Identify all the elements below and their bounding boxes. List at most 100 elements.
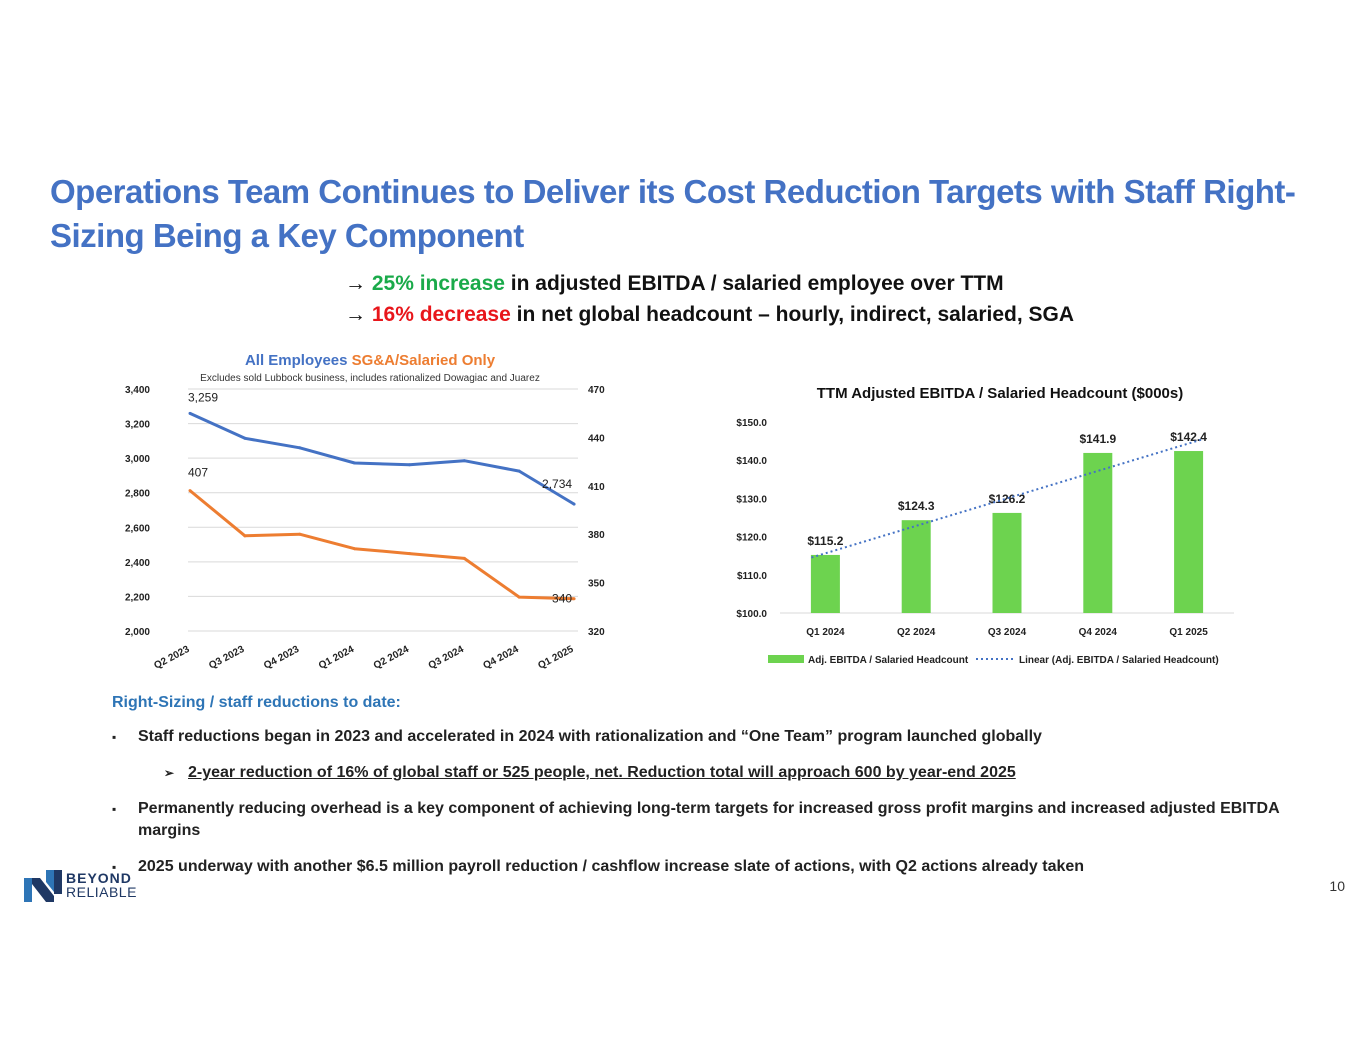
section-heading: Right-Sizing / staff reductions to date: — [112, 694, 401, 711]
highlight-text: in adjusted EBITDA / salaried employee o… — [504, 272, 1004, 295]
highlight-emphasis: 25% increase — [371, 272, 505, 295]
bullet-item: ▪ Staff reductions began in 2023 and acc… — [110, 726, 1340, 748]
bullet-text: Staff reductions began in 2023 and accel… — [138, 728, 1042, 745]
chart-subtitle: Excludes sold Lubbock business, includes… — [200, 373, 540, 384]
y-tick-label: $130.0 — [736, 494, 767, 505]
series-point — [243, 534, 247, 538]
trendline — [811, 438, 1203, 559]
x-tick-label: Q2 2023 — [152, 644, 191, 672]
data-label: $142.4 — [1170, 430, 1207, 444]
series-point — [243, 436, 247, 440]
bullet-text: 2025 underway with another $6.5 million … — [138, 858, 1085, 875]
x-tick-label: Q2 2024 — [897, 627, 936, 638]
highlight-emphasis: 16% decrease — [371, 303, 511, 326]
chart-title-part: SG&A/Salaried Only — [348, 352, 496, 369]
arrow-right-icon: → — [345, 272, 366, 295]
y-tick-label: $150.0 — [736, 418, 767, 429]
series-point — [353, 547, 357, 551]
beyond-reliable-logo-icon — [24, 870, 62, 902]
x-tick-label: Q3 2024 — [427, 644, 466, 672]
x-tick-label: Q3 2023 — [207, 644, 246, 672]
y-left-tick-label: 3,400 — [125, 385, 150, 396]
series-point — [188, 489, 192, 493]
legend-label: Linear (Adj. EBITDA / Salaried Headcount… — [1019, 655, 1219, 666]
y-left-tick-label: 2,600 — [125, 523, 150, 534]
data-label: $141.9 — [1079, 432, 1116, 446]
chart-title: TTM Adjusted EBITDA / Salaried Headcount… — [817, 385, 1183, 402]
x-tick-label: Q1 2025 — [1169, 627, 1208, 638]
series-point — [298, 446, 302, 450]
data-label: 2,734 — [542, 477, 572, 491]
series-line-sga-salaried — [189, 489, 575, 601]
y-right-tick-label: 470 — [588, 385, 605, 396]
highlight-increase: → 25% increase in adjusted EBITDA / sala… — [345, 268, 1245, 299]
x-tick-label: Q1 2024 — [317, 644, 356, 672]
bullet-text: Permanently reducing overhead is a key c… — [138, 800, 1280, 839]
y-left-tick-label: 3,000 — [125, 454, 150, 465]
bullet-text: 2-year reduction of 16% of global staff … — [188, 764, 1016, 781]
x-tick-label: Q3 2024 — [988, 627, 1027, 638]
bar — [901, 520, 931, 613]
square-bullet-icon: ▪ — [112, 730, 117, 744]
y-tick-label: $120.0 — [736, 533, 767, 544]
legend-swatch-bar — [768, 655, 804, 663]
series-point — [407, 552, 411, 556]
headcount-line-chart: All Employees SG&A/Salaried Only Excludes… — [100, 345, 620, 685]
y-right-tick-label: 440 — [588, 433, 605, 444]
bullet-item: ▪ 2025 underway with another $6.5 millio… — [110, 856, 1340, 878]
highlight-decrease: → 16% decrease in net global headcount –… — [345, 299, 1245, 330]
arrowhead-bullet-icon: ➢ — [164, 766, 175, 780]
page-number: 10 — [1329, 878, 1345, 894]
series-point — [517, 469, 521, 473]
ebitda-bar-chart: TTM Adjusted EBITDA / Salaried Headcount… — [700, 372, 1260, 672]
y-tick-label: $110.0 — [737, 571, 767, 582]
data-label: 3,259 — [188, 390, 218, 404]
series-point — [572, 502, 576, 506]
x-tick-label: Q1 2024 — [806, 627, 845, 638]
y-left-tick-label: 2,400 — [125, 558, 150, 569]
y-tick-label: $140.0 — [736, 456, 767, 467]
x-tick-label: Q4 2024 — [1079, 627, 1118, 638]
series-point — [188, 411, 192, 415]
x-tick-label: Q1 2025 — [536, 644, 575, 672]
data-label: $124.3 — [898, 499, 935, 513]
chart-title: All Employees SG&A/Salaried Only — [245, 352, 496, 369]
series-point — [572, 597, 576, 601]
y-right-tick-label: 380 — [588, 530, 605, 541]
series-point — [298, 532, 302, 536]
y-left-tick-label: 2,800 — [125, 489, 150, 500]
y-left-tick-label: 3,200 — [125, 420, 150, 431]
highlight-text: in net global headcount – hourly, indire… — [510, 303, 1075, 326]
data-label: 407 — [188, 466, 208, 480]
ebitda-bar-chart-svg: TTM Adjusted EBITDA / Salaried Headcount… — [736, 385, 1234, 666]
y-tick-label: $100.0 — [736, 609, 767, 620]
x-tick-label: Q2 2024 — [372, 644, 411, 672]
data-label: 340 — [552, 592, 572, 606]
logo-word-beyond: BEYOND — [66, 870, 132, 886]
arrow-right-icon: → — [345, 303, 366, 326]
square-bullet-icon: ▪ — [112, 802, 117, 816]
x-tick-label: Q4 2023 — [262, 644, 301, 672]
y-right-tick-label: 410 — [588, 482, 605, 493]
series-point — [407, 463, 411, 467]
series-point — [353, 461, 357, 465]
bullet-list: ▪ Staff reductions began in 2023 and acc… — [110, 726, 1340, 892]
highlights: → 25% increase in adjusted EBITDA / sala… — [345, 268, 1245, 330]
bar — [992, 512, 1022, 613]
square-bullet-icon: ▪ — [112, 860, 117, 874]
logo-word-reliable: RELIABLE — [66, 884, 137, 900]
series-point — [517, 595, 521, 599]
data-label: $115.2 — [807, 534, 843, 548]
series-point — [462, 556, 466, 560]
x-tick-label: Q4 2024 — [482, 644, 521, 672]
y-right-tick-label: 320 — [588, 627, 605, 638]
y-left-tick-label: 2,200 — [125, 592, 150, 603]
bar — [1083, 452, 1113, 613]
sub-bullet-item: ➢ 2-year reduction of 16% of global staf… — [110, 762, 1340, 784]
legend-label: Adj. EBITDA / Salaried Headcount — [808, 655, 969, 666]
bullet-item: ▪ Permanently reducing overhead is a key… — [110, 798, 1340, 842]
company-logo: BEYOND RELIABLE — [24, 870, 174, 902]
chart-title-part: All Employees — [245, 352, 348, 369]
bar — [1174, 451, 1204, 613]
data-label: $126.2 — [989, 492, 1026, 506]
